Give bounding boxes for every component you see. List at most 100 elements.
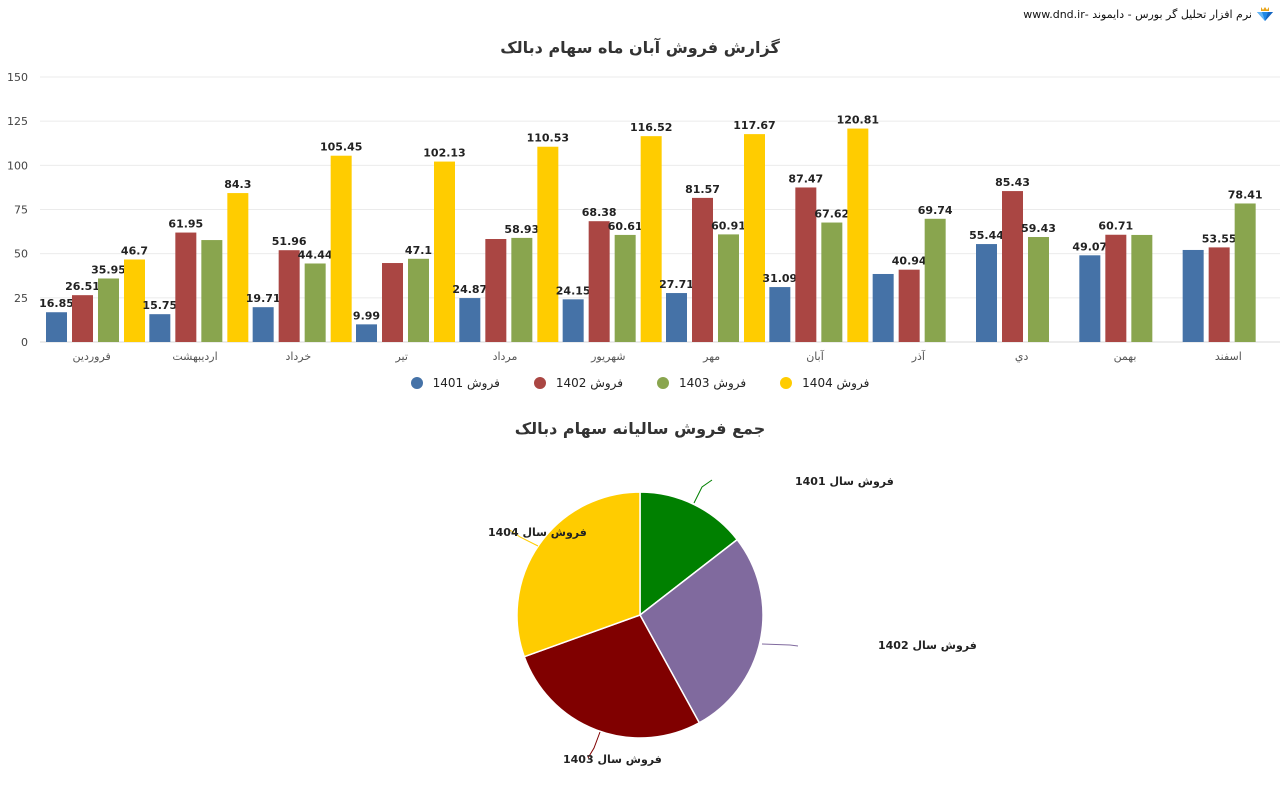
bar[interactable] <box>304 263 326 342</box>
bar[interactable] <box>1002 191 1023 342</box>
x-category-label: شهریور <box>590 350 625 363</box>
legend-item-1403[interactable]: فروش 1403 <box>657 376 746 390</box>
bar[interactable] <box>1105 234 1127 342</box>
bar-value-label: 55.44 <box>969 229 1004 242</box>
bar[interactable] <box>744 134 765 342</box>
bar[interactable] <box>588 221 610 342</box>
pie-leader-line <box>587 731 601 759</box>
x-category-label: مهر <box>702 350 720 363</box>
y-tick-label: 50 <box>14 248 28 261</box>
bar-value-label: 24.15 <box>556 284 591 297</box>
bar-group: 53.55 78.41 <box>1182 188 1263 342</box>
y-tick-label: 75 <box>14 204 28 217</box>
bar[interactable] <box>562 299 584 342</box>
pie-slice[interactable] <box>639 491 739 617</box>
bar-value-label: 53.55 <box>1202 232 1237 245</box>
x-category-label: تیر <box>394 350 407 363</box>
pie-chart: فروش سال 1401 فروش سال 1402 فروش سال 1403 ف… <box>488 475 977 766</box>
bar-value-label: 19.71 <box>246 292 281 305</box>
x-category-label: آبان <box>806 349 824 363</box>
legend-dot-icon <box>533 377 546 389</box>
x-category-label: فروردین <box>73 350 111 363</box>
bar-group: 15.75 61.95 84.3 <box>142 178 251 342</box>
pie-slice[interactable] <box>639 538 764 724</box>
y-tick-label: 0 <box>21 336 28 349</box>
bar-chart: 0 25 50 75 100 125 150 16.85 26.51 35.95 46.7 فرورد… <box>7 71 1280 363</box>
y-tick-label: 100 <box>7 159 28 172</box>
bar[interactable] <box>1208 247 1230 342</box>
bar[interactable] <box>434 161 455 342</box>
legend-dot-icon <box>780 377 793 389</box>
bar[interactable] <box>718 234 739 342</box>
pie-slice[interactable] <box>516 491 641 658</box>
bar[interactable] <box>769 287 791 342</box>
bar[interactable] <box>898 269 920 342</box>
bar-value-label: 105.45 <box>320 141 362 154</box>
bar-value-label: 120.81 <box>837 114 879 127</box>
bar[interactable] <box>692 197 713 342</box>
bar-value-label: 78.41 <box>1228 188 1263 201</box>
pie-chart-title: جمع فروش سالیانه سهام دبالک <box>514 419 766 438</box>
bar-value-label: 61.95 <box>168 218 203 231</box>
bar[interactable] <box>149 314 171 342</box>
y-tick-label: 125 <box>7 115 28 128</box>
bar-value-label: 81.57 <box>685 183 720 196</box>
bar[interactable] <box>821 222 843 342</box>
bar-value-label: 26.51 <box>65 280 100 293</box>
bar-value-label: 47.1 <box>405 244 432 257</box>
bar[interactable] <box>278 250 300 342</box>
bar-value-label: 40.94 <box>892 255 927 268</box>
bar[interactable] <box>847 128 869 342</box>
bar[interactable] <box>1131 234 1153 342</box>
bar[interactable] <box>46 312 67 342</box>
bar-group: 9.99 47.1 102.13 <box>353 147 466 342</box>
legend-item-1404[interactable]: فروش 1404 <box>780 376 869 390</box>
legend-item-1401[interactable]: فروش 1401 <box>410 376 500 390</box>
bar[interactable] <box>666 293 687 342</box>
x-category-label: مرداد <box>493 350 518 363</box>
bar-value-label: 44.44 <box>298 248 333 261</box>
bar[interactable] <box>98 278 119 342</box>
bar[interactable] <box>72 295 93 342</box>
legend-dot-icon <box>410 377 423 389</box>
bar[interactable] <box>330 155 352 342</box>
bar-value-label: 9.99 <box>353 309 380 322</box>
bar[interactable] <box>1234 203 1256 342</box>
y-tick-label: 25 <box>14 292 28 305</box>
bar[interactable] <box>459 298 481 342</box>
bar[interactable] <box>537 146 559 342</box>
bar[interactable] <box>252 307 274 342</box>
bar-value-label: 58.93 <box>504 223 539 236</box>
bar-value-label: 60.71 <box>1098 220 1133 233</box>
bar[interactable] <box>408 258 429 342</box>
bar[interactable] <box>795 187 817 342</box>
chart-legend: فروش 1404 فروش 1403 فروش 1402 فروش 1401 <box>0 376 1280 390</box>
bar[interactable] <box>175 232 197 342</box>
bar-value-label: 60.91 <box>711 219 746 232</box>
bar[interactable] <box>227 193 249 342</box>
bar[interactable] <box>201 240 223 342</box>
bar[interactable] <box>382 263 403 342</box>
bar[interactable] <box>511 237 533 342</box>
pie-leader-line <box>509 529 539 547</box>
bar[interactable] <box>485 239 507 342</box>
pie-leader-line <box>693 479 713 504</box>
pie-leader-line <box>761 643 799 647</box>
bar-value-label: 69.74 <box>918 204 953 217</box>
bar[interactable] <box>614 234 636 342</box>
bar[interactable] <box>124 259 145 342</box>
bar-group: 31.09 87.47 67.62 120.81 <box>762 114 879 342</box>
legend-item-1402[interactable]: فروش 1402 <box>533 376 623 390</box>
bar[interactable] <box>1182 249 1204 342</box>
bar[interactable] <box>1079 255 1101 342</box>
bar[interactable] <box>1028 237 1049 342</box>
pie-slice[interactable] <box>523 614 701 739</box>
bar[interactable] <box>976 244 997 342</box>
bar[interactable] <box>356 324 377 342</box>
bar[interactable] <box>872 273 894 342</box>
bar[interactable] <box>640 136 662 342</box>
bar[interactable] <box>924 218 946 342</box>
bar-group: 55.44 85.43 59.43 <box>969 176 1056 342</box>
bar-value-label: 31.09 <box>762 272 797 285</box>
